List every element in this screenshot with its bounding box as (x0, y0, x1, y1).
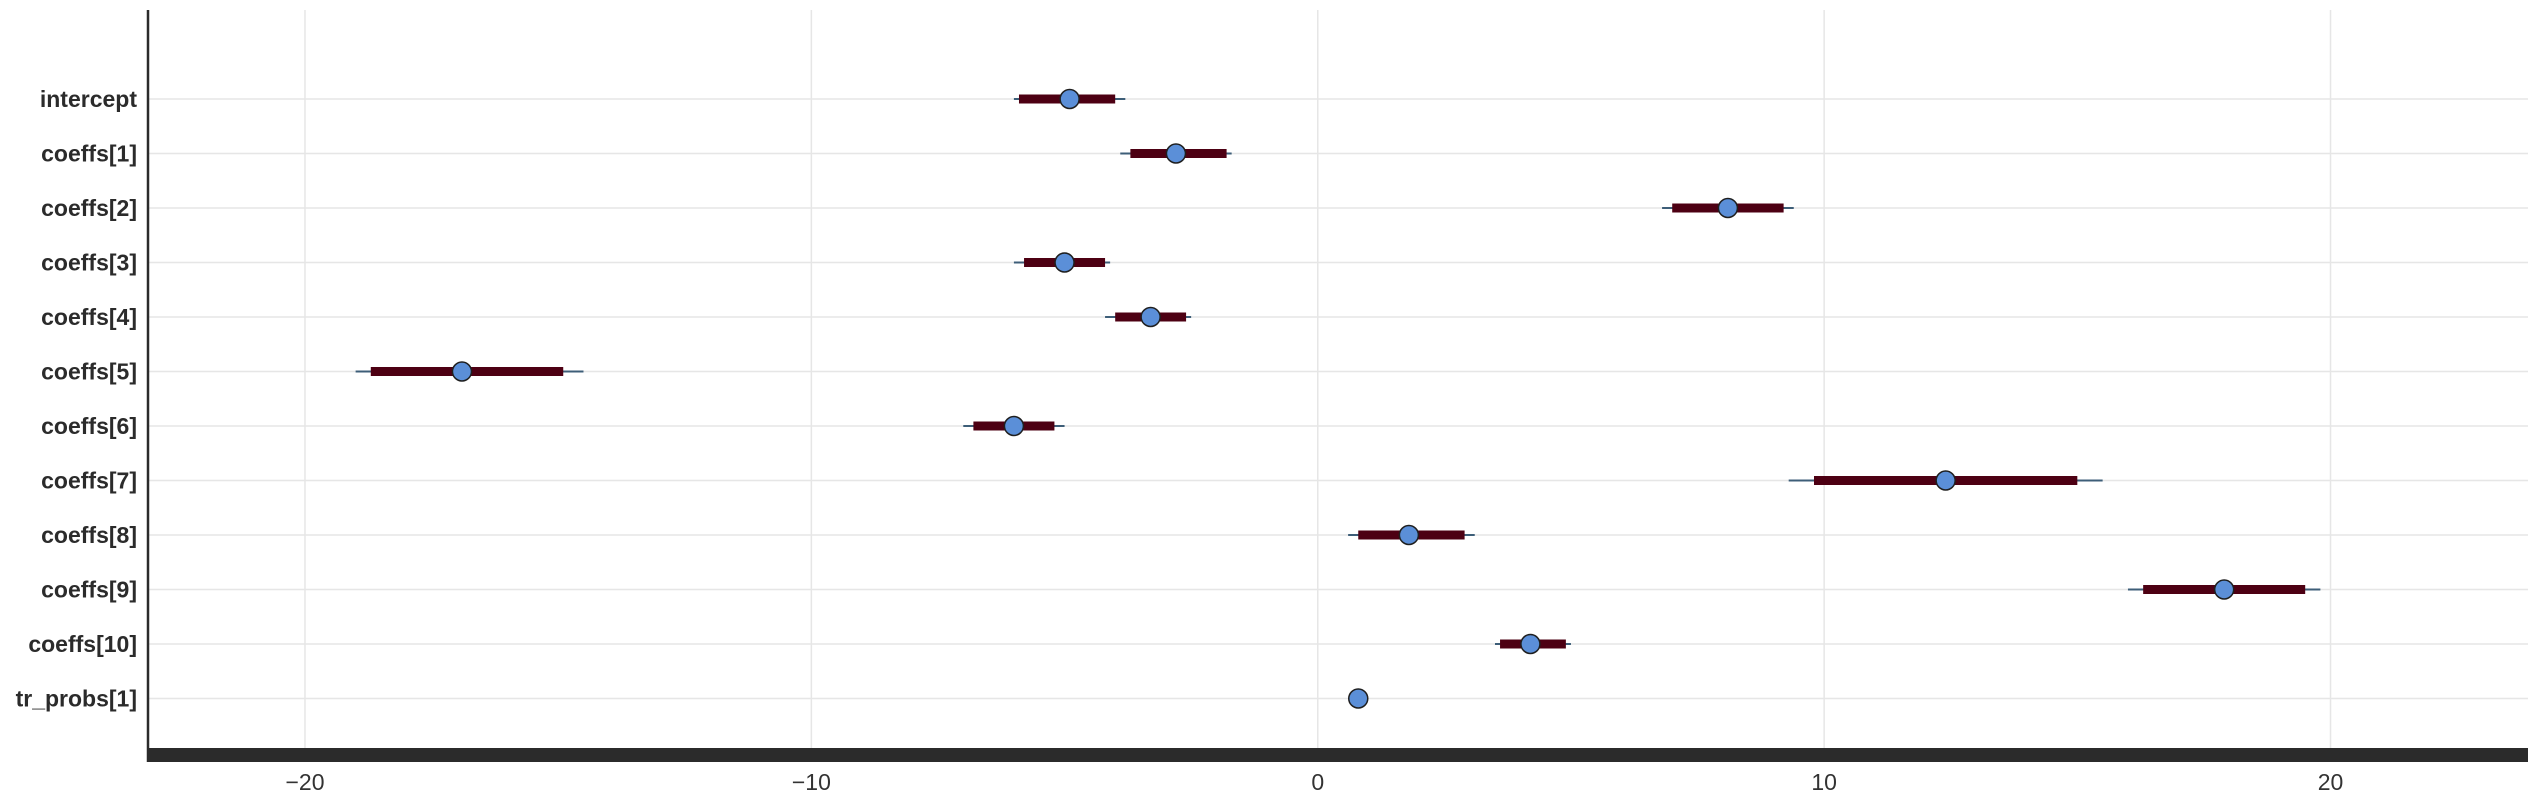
parameter-label: coeffs[3] (41, 250, 137, 276)
parameter-labels: intercept coeffs[1] coeffs[2] coeffs[3] coef… (16, 86, 138, 712)
parameter-label: coeffs[10] (28, 631, 137, 657)
parameter-label: coeffs[4] (41, 304, 137, 330)
credible-intervals (355, 94, 2321, 703)
x-tick-label: 20 (2318, 769, 2344, 795)
parameter-label: coeffs[6] (41, 413, 137, 439)
point-estimate-marker (1165, 143, 1187, 164)
parameter-label: intercept (40, 86, 137, 112)
point-estimate-marker (1059, 88, 1080, 110)
x-tick-label: 0 (1311, 769, 1324, 795)
vertical-gridlines (304, 10, 2332, 748)
parameter-label: coeffs[7] (41, 468, 137, 494)
horizontal-gridlines (148, 98, 2528, 700)
point-estimate-marker (1398, 524, 1420, 546)
point-estimate-marker (1003, 415, 1025, 437)
point-estimate-marker (2213, 579, 2235, 600)
point-estimate-marker (1935, 470, 1956, 491)
point-estimate-marker (1717, 197, 1739, 219)
x-tick-labels: −20 −10 0 10 20 (285, 769, 2343, 795)
point-estimate-marker (1348, 688, 1369, 709)
x-axis-bar (148, 748, 2528, 762)
x-tick-label: −10 (792, 769, 831, 795)
point-estimate-marker (1520, 633, 1541, 655)
parameter-label: tr_probs[1] (16, 686, 137, 712)
parameter-label: coeffs[5] (41, 359, 137, 385)
point-estimates (451, 88, 2235, 709)
point-estimate-marker (1054, 252, 1075, 273)
point-estimate-marker (451, 361, 473, 382)
x-tick-label: −20 (285, 769, 324, 795)
parameter-label: coeffs[9] (41, 577, 137, 603)
x-tick-label: 10 (1811, 769, 1837, 795)
parameter-label: coeffs[1] (41, 141, 137, 167)
parameter-label: coeffs[2] (41, 195, 137, 221)
point-estimate-marker (1140, 306, 1161, 328)
parameter-label: coeffs[8] (41, 522, 137, 548)
